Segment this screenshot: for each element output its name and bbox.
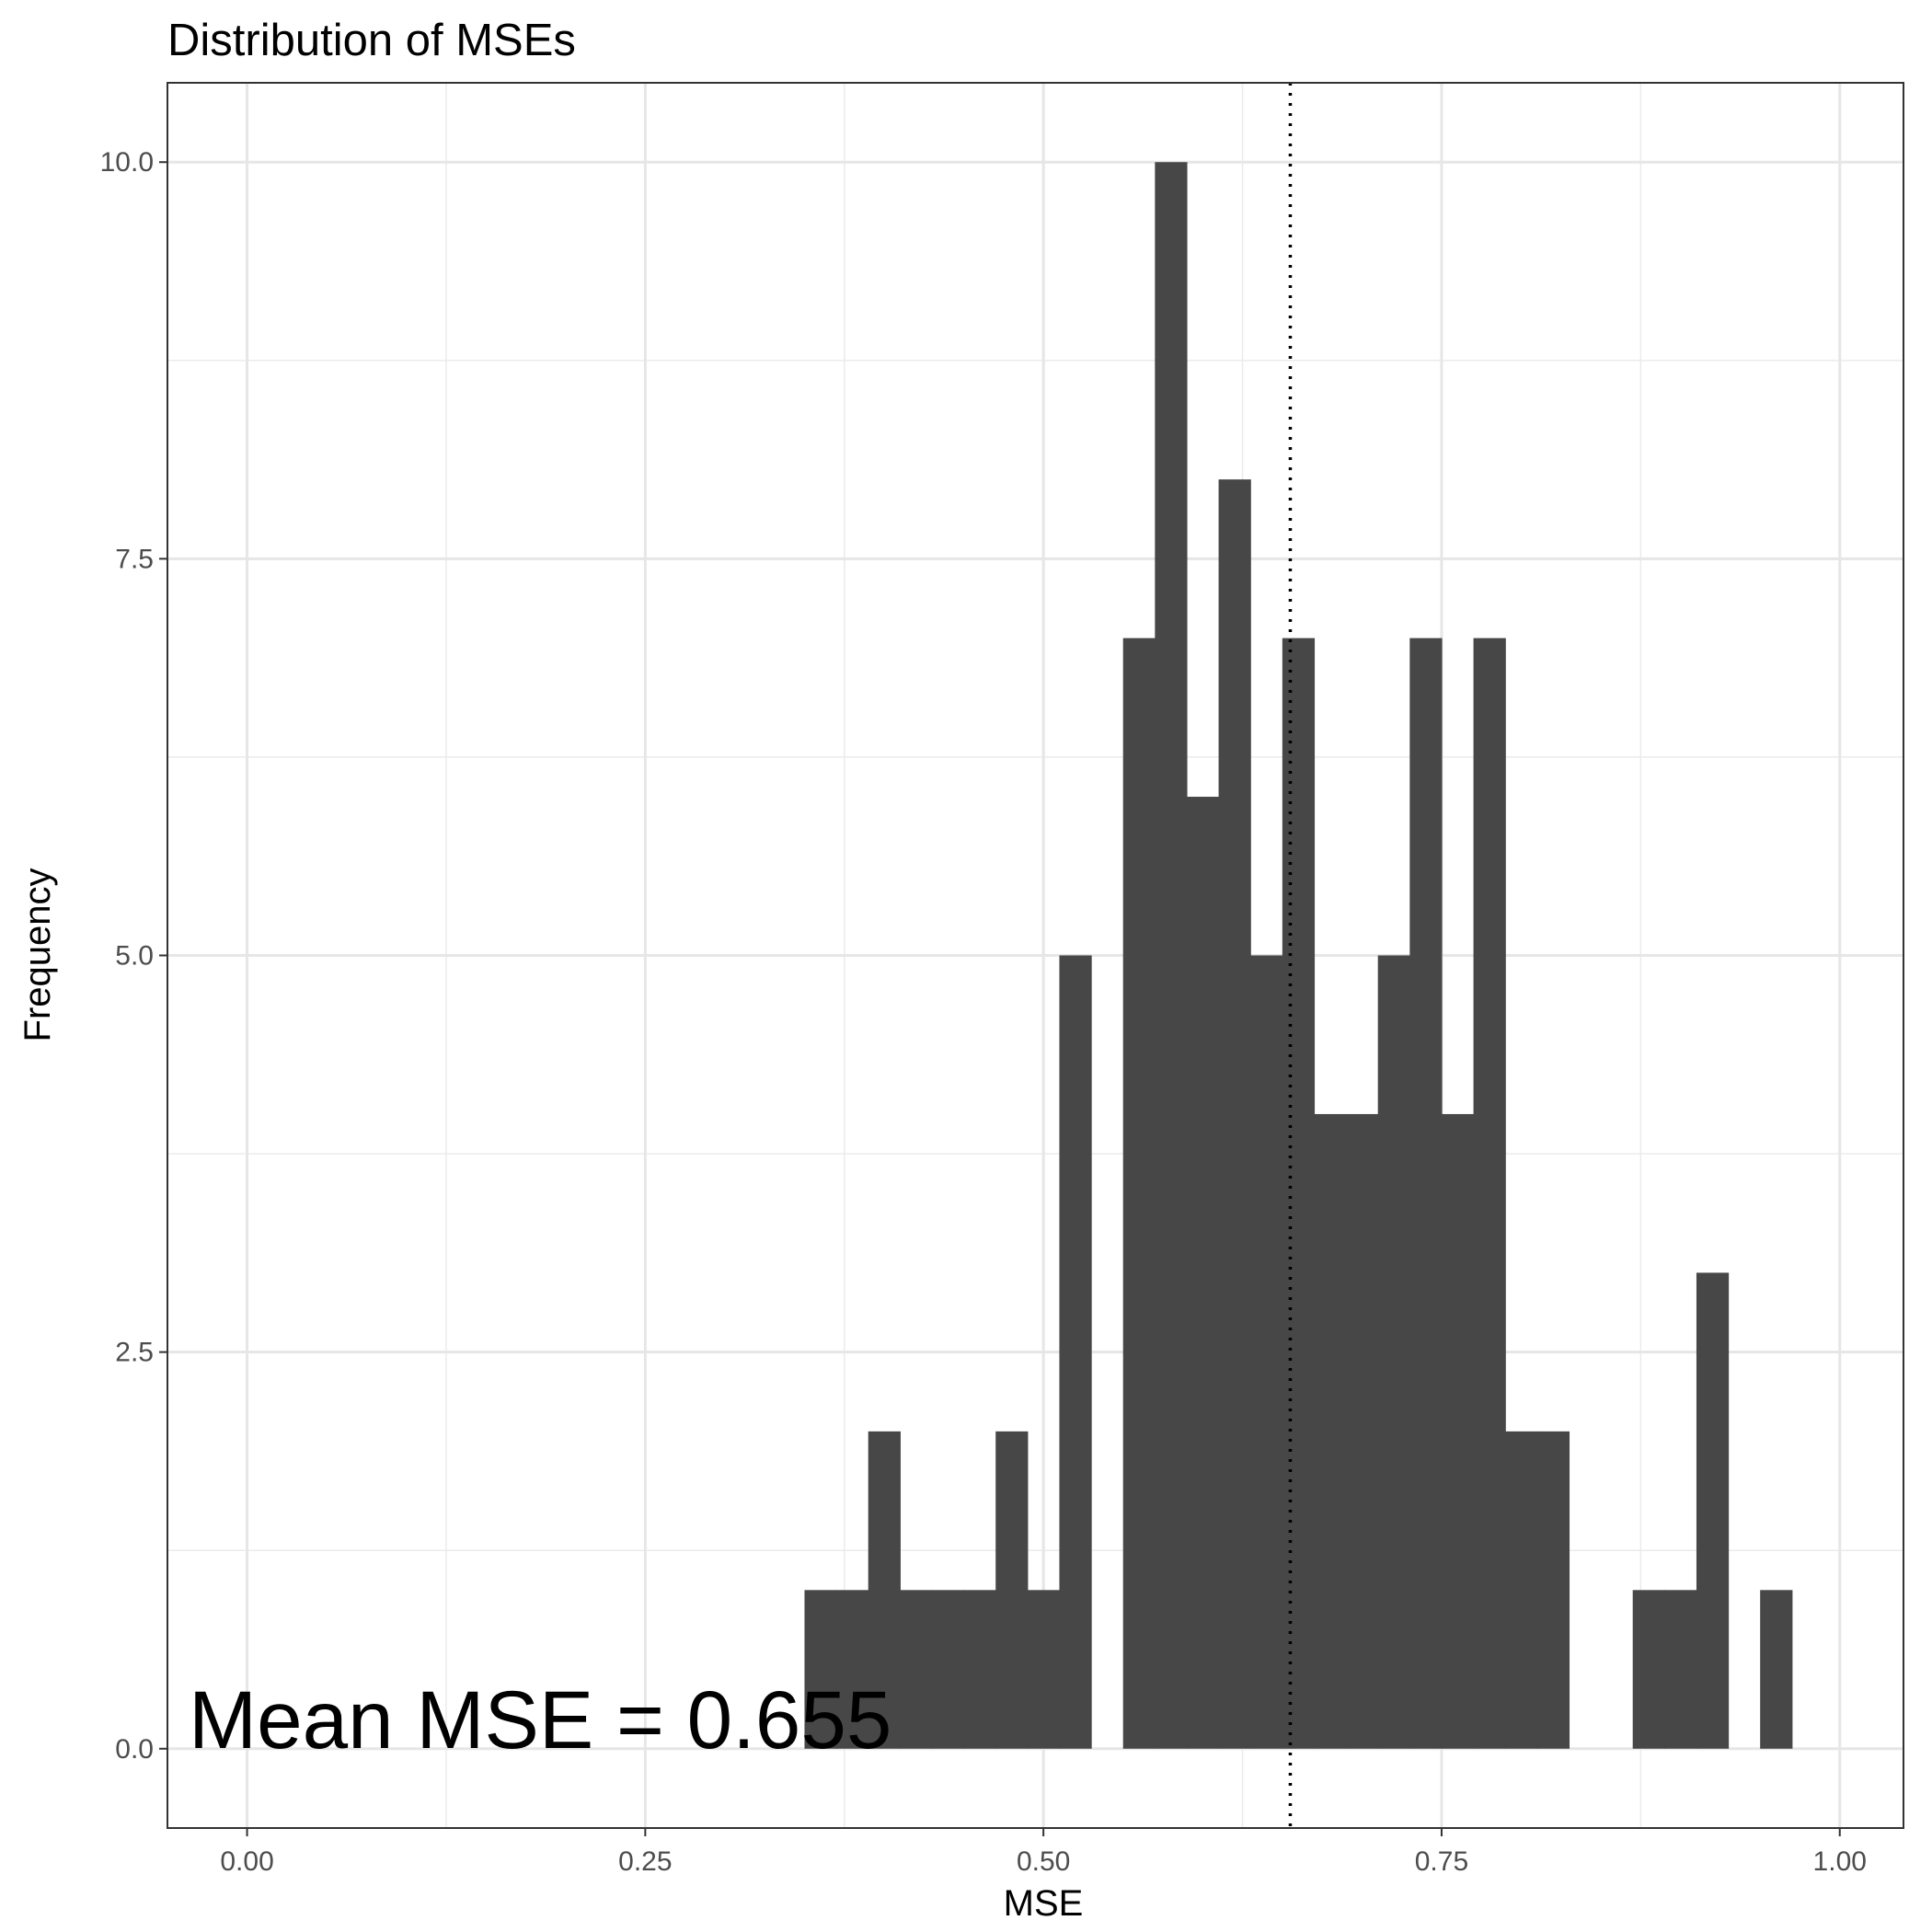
histogram-bar [836,1590,869,1749]
histogram-bar [1346,1113,1379,1749]
x-axis-title: MSE [1004,1883,1084,1924]
histogram-bar [995,1431,1029,1749]
histogram-bar [1250,955,1283,1749]
x-tick-label: 0.75 [1415,1846,1468,1877]
histogram-bar [1505,1431,1538,1749]
histogram-bar [1473,638,1506,1749]
histogram-bar [1155,162,1188,1749]
histogram-bars [804,162,1793,1749]
histogram-bar [1696,1272,1730,1749]
histogram-bar [1409,638,1443,1749]
histogram-bar [1314,1113,1347,1749]
histogram-bar [1664,1590,1697,1749]
histogram-bar [1059,955,1092,1749]
histogram-bar [1760,1590,1793,1749]
y-tick-label: 7.5 [115,544,154,574]
histogram-bar [931,1590,965,1749]
histogram-bar [1536,1431,1570,1749]
histogram-bar [804,1590,837,1749]
histogram-bar [1218,479,1251,1749]
histogram-bar [868,1431,901,1749]
y-tick-label: 5.0 [115,941,154,972]
axis-ticks: 0.00 0.25 0.50 0.75 1.00 0.0 2.5 5.0 7.5 10.0 [100,147,1867,1877]
x-tick-label: 0.25 [618,1846,672,1877]
histogram-bar [963,1590,996,1749]
chart-title: Distribution of MSEs [167,16,576,65]
histogram-bar [1122,638,1156,1749]
mean-annotation: Mean MSE = 0.655 [189,1673,891,1765]
y-tick-label: 10.0 [100,147,154,178]
x-tick-label: 0.00 [220,1846,273,1877]
histogram-bar [900,1590,933,1749]
y-tick-label: 2.5 [115,1338,154,1368]
histogram-bar [1027,1590,1061,1749]
histogram-bar [1186,797,1220,1749]
y-axis-title: Frequency [17,868,58,1042]
y-tick-label: 0.0 [115,1734,154,1765]
histogram-bar [1632,1590,1665,1749]
x-tick-label: 0.50 [1017,1846,1070,1877]
histogram-bar [1377,955,1410,1749]
x-tick-label: 1.00 [1813,1846,1867,1877]
histogram-bar [1282,638,1316,1749]
histogram-bar [1441,1113,1475,1749]
